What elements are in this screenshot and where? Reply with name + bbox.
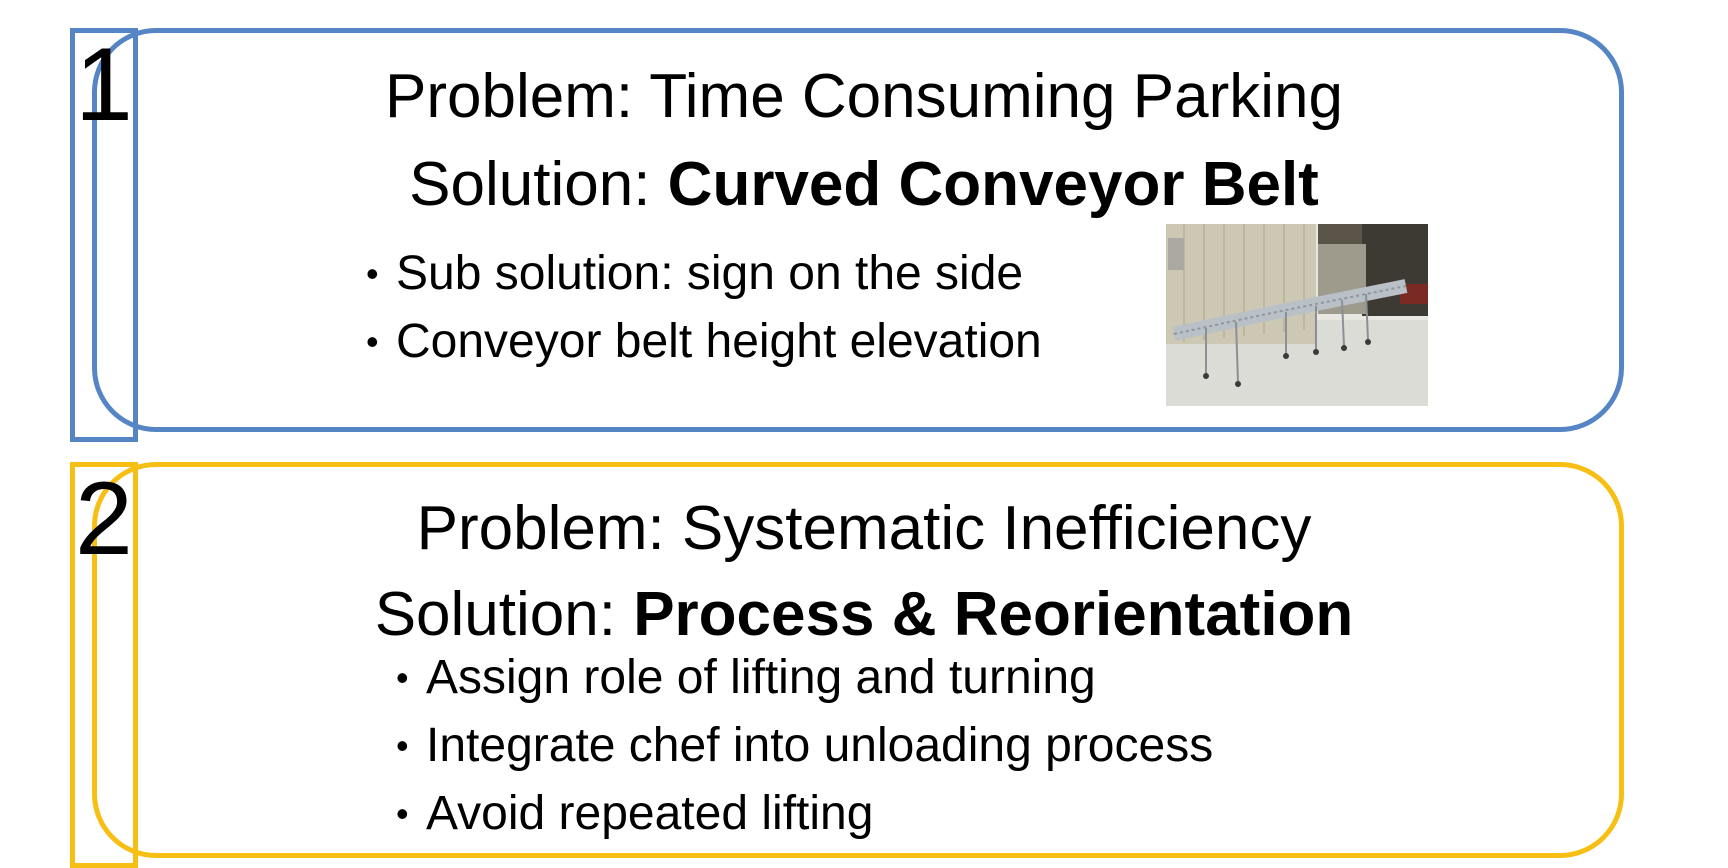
- problem-heading-1: Problem: Time Consuming Parking: [385, 62, 1343, 131]
- list-item: Sub solution: sign on the side: [366, 250, 1042, 318]
- bullet-list-1: Sub solution: sign on the side Conveyor …: [366, 250, 1042, 386]
- conveyor-belt-photo: [1166, 224, 1428, 406]
- solution-heading-2: Solution: Process & Reorientation: [300, 584, 1428, 646]
- solution-prefix-1: Solution:: [409, 150, 668, 219]
- problem-heading-2: Problem: Systematic Inefficiency: [416, 494, 1312, 563]
- card-number-2: 2: [70, 462, 138, 868]
- solution-title-2: Process & Reorientation: [633, 580, 1354, 649]
- bullet-list-2: Assign role of lifting and turning Integ…: [396, 654, 1213, 858]
- solution-title-1: Curved Conveyor Belt: [667, 150, 1319, 219]
- list-item: Assign role of lifting and turning: [396, 654, 1213, 722]
- solution-heading-1: Solution: Curved Conveyor Belt: [300, 154, 1428, 216]
- list-item: Avoid repeated lifting: [396, 790, 1213, 858]
- list-item: Integrate chef into unloading process: [396, 722, 1213, 790]
- list-item: Conveyor belt height elevation: [366, 318, 1042, 386]
- card-number-1: 1: [70, 28, 138, 442]
- solution-prefix-2: Solution:: [374, 580, 634, 649]
